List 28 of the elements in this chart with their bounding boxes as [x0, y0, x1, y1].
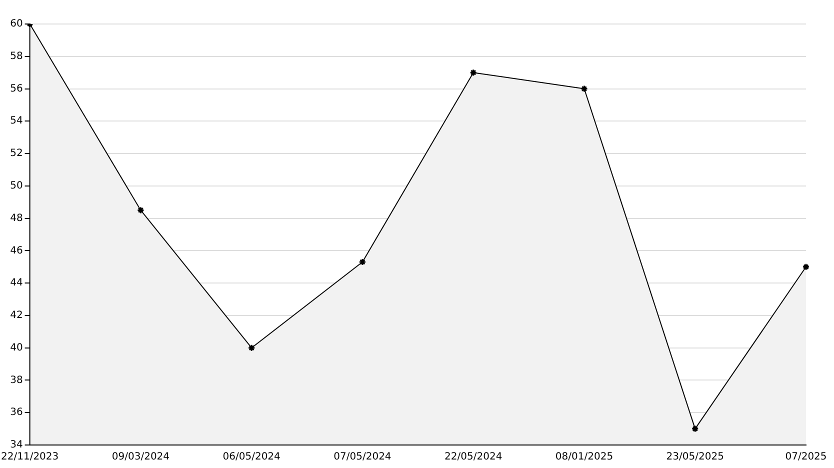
y-tick-label: 50 — [10, 180, 23, 192]
point — [580, 85, 588, 93]
y-tick-label: 48 — [10, 212, 23, 224]
y-tick-label: 38 — [10, 374, 23, 386]
y-tick-label: 52 — [10, 148, 23, 160]
x-tick-label: 09/03/2024 — [112, 452, 170, 463]
y-tick-label: 54 — [10, 116, 23, 127]
y-tick-label: 44 — [10, 278, 23, 289]
x-tick-label: 22/11/2023 — [1, 452, 59, 463]
point — [248, 344, 256, 352]
y-tick-label: 36 — [10, 407, 23, 418]
y-tick-label: 34 — [10, 440, 23, 451]
x-tick-label: 08/01/2025 — [555, 452, 614, 463]
y-tick-label: 60 — [10, 18, 23, 30]
y-tick-label: 40 — [10, 342, 23, 354]
x-tick-label: 07/05/2024 — [334, 452, 392, 463]
x-tick-label: 22/05/2024 — [444, 452, 502, 463]
x-tick-label: 07/2025 — [785, 452, 827, 463]
point — [358, 258, 366, 266]
y-tick-label: 46 — [10, 245, 23, 256]
point — [136, 206, 144, 214]
x-tick-label: 06/05/2024 — [222, 452, 280, 463]
point — [470, 68, 478, 76]
x-tick-label: 23/05/2025 — [666, 452, 724, 463]
point — [691, 425, 699, 433]
y-tick-label: 58 — [10, 50, 23, 62]
y-tick-label: 42 — [10, 310, 23, 322]
y-tick-label: 56 — [10, 83, 23, 94]
